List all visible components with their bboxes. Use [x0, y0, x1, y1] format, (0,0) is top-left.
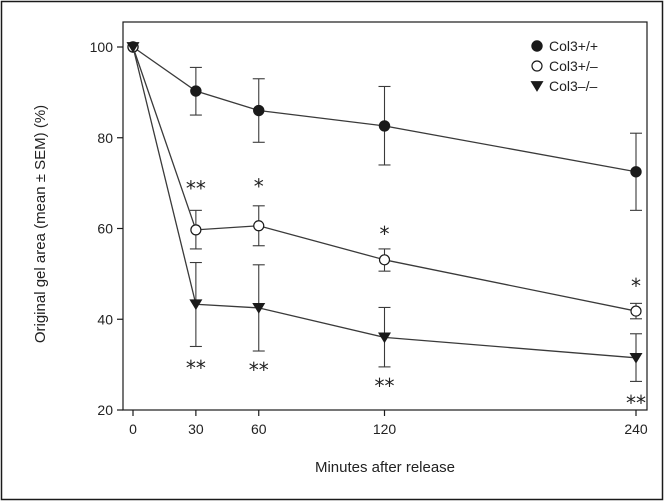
data-point	[252, 303, 266, 314]
x-tick-label: 120	[373, 421, 397, 437]
legend-label: Col3–/–	[549, 78, 597, 94]
data-point	[629, 352, 643, 364]
data-point	[378, 120, 391, 132]
data-point	[190, 224, 202, 236]
y-tick-label: 100	[90, 39, 114, 55]
significance-annotations: ** ***** ******	[186, 174, 646, 414]
significance-mark: **	[626, 391, 646, 415]
series-2	[127, 41, 642, 320]
legend-item: Col3+/+	[531, 38, 598, 54]
data-point	[189, 299, 203, 311]
legend-label: Col3+/+	[549, 38, 598, 54]
data-series	[126, 41, 643, 382]
x-tick-label: 30	[188, 421, 204, 437]
significance-mark: **	[375, 374, 395, 398]
data-point	[126, 42, 140, 53]
y-tick-label: 20	[97, 402, 113, 418]
data-point	[253, 220, 265, 232]
y-tick-label: 40	[97, 311, 113, 327]
y-axis-title: Original gel area (mean ± SEM) (%)	[32, 105, 49, 343]
legend-item: Col3+/–	[531, 58, 598, 74]
significance-mark: **	[186, 356, 206, 380]
legend-marker	[531, 40, 543, 52]
data-point	[630, 166, 642, 178]
legend: Col3+/+ Col3+/– Col3–/–	[530, 38, 598, 94]
tick-labels: 20 40 60 80 100 0 30 60 120 240	[90, 39, 648, 437]
legend-marker	[531, 60, 543, 72]
axes	[117, 21, 648, 416]
y-tick-label: 60	[97, 221, 113, 237]
significance-mark: **	[186, 177, 206, 201]
data-point	[378, 332, 391, 344]
data-point	[378, 254, 391, 266]
x-tick-label: 60	[251, 421, 267, 437]
x-axis-title: Minutes after release	[315, 459, 455, 476]
series-3	[126, 42, 643, 382]
significance-mark: *	[254, 174, 264, 198]
legend-label: Col3+/–	[549, 58, 598, 74]
significance-mark: **	[249, 358, 269, 382]
x-tick-label: 0	[129, 421, 137, 437]
data-point	[253, 104, 265, 117]
significance-mark: *	[380, 222, 390, 246]
data-point	[630, 305, 642, 317]
data-point	[190, 85, 202, 97]
legend-marker	[530, 81, 544, 92]
x-tick-label: 240	[624, 421, 648, 437]
legend-item: Col3–/–	[530, 78, 597, 94]
y-tick-label: 80	[97, 130, 113, 146]
significance-mark: *	[631, 274, 641, 298]
